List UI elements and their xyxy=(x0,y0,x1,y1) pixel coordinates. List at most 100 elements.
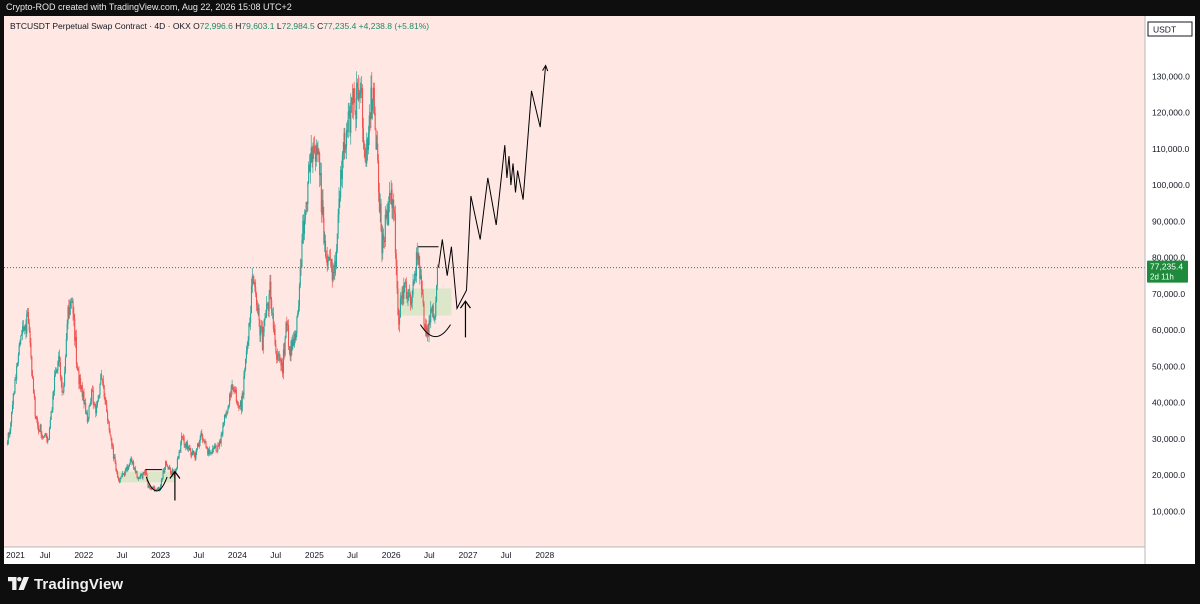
candle-body xyxy=(436,267,439,286)
candle-body xyxy=(179,452,181,453)
candle-body xyxy=(262,332,264,350)
candle-body xyxy=(298,306,300,313)
up-arrow[interactable] xyxy=(169,470,181,501)
candle-body xyxy=(144,472,146,474)
candle-body xyxy=(408,293,410,297)
drawings-layer xyxy=(145,64,549,501)
candle-body xyxy=(270,281,272,301)
candle-body xyxy=(69,301,72,308)
candle-body xyxy=(249,322,251,324)
candle-body xyxy=(290,341,292,357)
candle-body xyxy=(261,326,263,350)
candle-body xyxy=(183,437,185,445)
candle-body xyxy=(211,452,213,454)
candle-body xyxy=(325,256,327,257)
currency-box[interactable] xyxy=(1147,21,1193,37)
candle-body xyxy=(388,193,391,203)
candle-body xyxy=(15,379,17,381)
candle-body xyxy=(294,334,296,341)
candle-body xyxy=(98,394,100,396)
up-arrow[interactable] xyxy=(459,300,471,338)
candle-body xyxy=(64,372,66,386)
candle-body xyxy=(68,307,70,315)
candle-body xyxy=(259,319,261,336)
candle-body xyxy=(371,87,373,111)
candle-body xyxy=(339,197,341,200)
time-axis: 2021 Jul 2022 Jul 2023 Jul 2024 Jul 2025 Jul 2026 J… xyxy=(6,550,555,560)
candle-body xyxy=(34,397,36,417)
candle-body xyxy=(46,435,48,442)
candle-body xyxy=(434,316,436,318)
candle-body xyxy=(389,193,391,195)
candle-body xyxy=(67,307,69,324)
candle-body xyxy=(317,149,319,155)
change-value: +4,238.8 (+5.81%) xyxy=(358,21,430,31)
candle-body xyxy=(178,452,180,458)
candle-body xyxy=(14,379,16,393)
candle-body xyxy=(359,92,361,95)
symbol-label: BTCUSDT Perpetual Swap Contract · 4D · O… xyxy=(10,21,191,31)
candle-body xyxy=(356,82,358,120)
time-tick-label: Jul xyxy=(347,550,358,560)
rounding-bottom-arc[interactable] xyxy=(145,476,168,492)
candle-body xyxy=(425,325,427,332)
candle-body xyxy=(77,368,79,371)
candle-body xyxy=(331,265,333,281)
plot-area[interactable] xyxy=(4,16,1145,547)
price-tick-label: 130,000.0 xyxy=(1152,71,1190,81)
candle-body xyxy=(330,258,332,260)
price-axis: 130,000.0 120,000.0 110,000.0 100,000.0 90,0… xyxy=(1152,71,1190,516)
candle-body xyxy=(426,328,428,336)
candle-body xyxy=(112,446,114,459)
candle-body xyxy=(144,470,146,474)
candle-body xyxy=(22,326,24,331)
time-tick-label: 2025 xyxy=(305,550,324,560)
candle-body xyxy=(64,357,67,373)
candle-body xyxy=(404,282,406,285)
candle-body xyxy=(85,412,88,414)
candle-body xyxy=(285,322,287,338)
candle-body xyxy=(394,213,396,254)
last-price-value: 77,235.4 xyxy=(1150,262,1183,272)
candle-body xyxy=(255,293,258,306)
candle-body xyxy=(319,152,321,176)
candle-body xyxy=(297,312,299,318)
candle-body xyxy=(227,408,229,412)
high-label: H xyxy=(235,21,242,31)
candle-body xyxy=(335,261,337,268)
candle-body xyxy=(160,485,162,491)
candle-body xyxy=(425,325,428,336)
projection-path[interactable] xyxy=(438,65,547,311)
top-bar: Crypto-ROD created with TradingView.com,… xyxy=(0,0,1200,16)
candle-body xyxy=(100,374,102,384)
candle-body xyxy=(369,115,371,120)
candle-body xyxy=(207,449,210,455)
candle-body xyxy=(431,308,433,312)
candle-body xyxy=(321,199,323,213)
candle-body xyxy=(127,466,129,470)
candle-body xyxy=(243,375,245,396)
candle-body xyxy=(107,412,109,421)
candle-body xyxy=(349,110,351,133)
candle-body xyxy=(281,362,283,366)
time-tick-label: 2022 xyxy=(74,550,93,560)
candle-body xyxy=(75,336,77,365)
candle-body xyxy=(45,433,47,436)
candle-body xyxy=(122,473,124,476)
last-price-badge xyxy=(1147,260,1188,283)
candle-body xyxy=(257,307,259,311)
candle-body xyxy=(328,257,330,261)
candle-body xyxy=(231,384,233,386)
tradingview-logo[interactable]: TradingView xyxy=(8,576,123,593)
candle-body xyxy=(187,447,189,450)
candle-body xyxy=(375,130,377,149)
candle-body xyxy=(102,380,104,386)
candle-body xyxy=(20,335,22,342)
rounding-bottom-arc[interactable] xyxy=(420,324,451,338)
candle-body xyxy=(238,405,240,407)
candle-body xyxy=(75,336,77,341)
candle-body xyxy=(130,459,132,460)
candle-body xyxy=(197,443,199,447)
candle-body xyxy=(431,305,433,312)
